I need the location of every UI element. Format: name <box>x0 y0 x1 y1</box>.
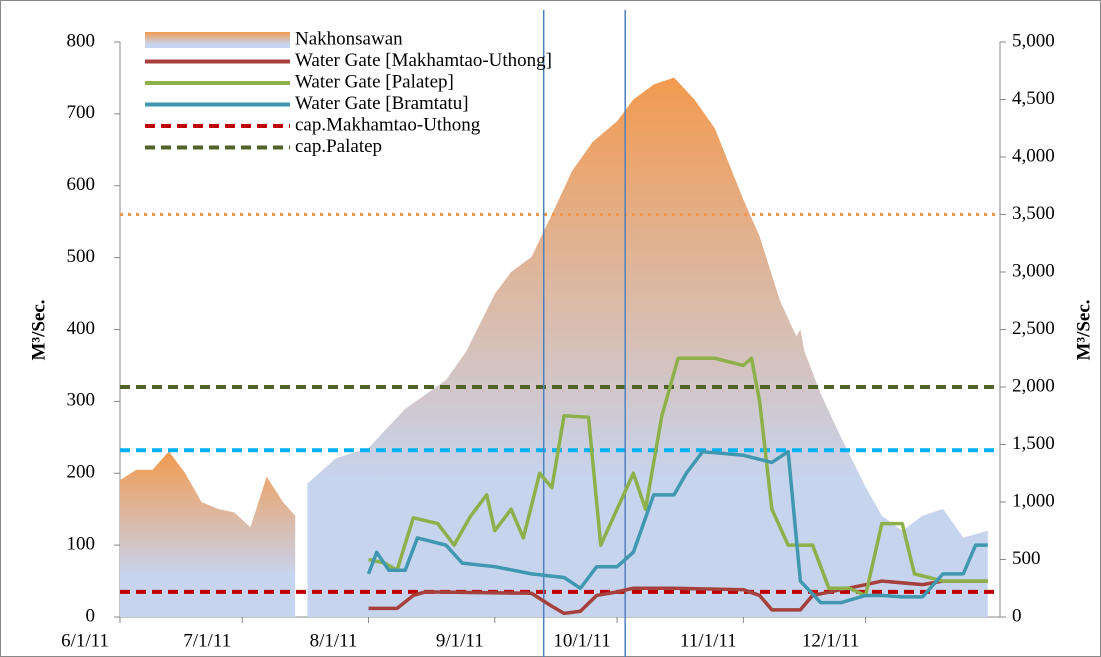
x-tick-label: 6/1/11 <box>61 630 109 651</box>
x-tick-label: 8/1/11 <box>310 630 358 651</box>
y2-tick-label: 1,000 <box>1012 490 1055 511</box>
legend-label: cap.Makhamtao-Uthong <box>295 114 481 135</box>
y2-axis-label: M³/Sec. <box>1073 299 1094 360</box>
legend-label: Water Gate [Bramtatu] <box>295 93 469 114</box>
line <box>368 579 988 616</box>
y2-tick-label: 0 <box>1012 605 1022 626</box>
area <box>307 77 988 617</box>
x-tick-label: 12/1/11 <box>802 630 859 651</box>
y-axis-label: M³/Sec. <box>28 299 49 360</box>
y2-tick-label: 2,500 <box>1012 318 1055 339</box>
x-tick-label: 10/1/11 <box>553 630 610 651</box>
y2-tick-label: 3,000 <box>1012 260 1055 281</box>
legend-label: Nakhonsawan <box>295 28 403 49</box>
y-tick-label: 800 <box>67 30 96 51</box>
area <box>120 451 296 617</box>
x-tick-label: 11/1/11 <box>680 630 737 651</box>
y-tick-label: 600 <box>67 174 96 195</box>
x-tick-label: 7/1/11 <box>183 630 231 651</box>
legend-label: Water Gate [Palatep] <box>295 71 454 92</box>
y-tick-label: 300 <box>67 390 96 411</box>
y2-tick-label: 4,500 <box>1012 88 1055 109</box>
line <box>368 356 988 598</box>
x-tick-label: 9/1/11 <box>436 630 484 651</box>
y-tick-label: 100 <box>67 533 96 554</box>
y2-tick-label: 4,000 <box>1012 145 1055 166</box>
y2-tick-label: 5,000 <box>1012 30 1055 51</box>
y-tick-label: 500 <box>67 246 96 267</box>
y2-tick-label: 3,500 <box>1012 203 1055 224</box>
legend-swatch <box>145 32 290 48</box>
y-tick-label: 0 <box>86 605 96 626</box>
y-tick-label: 400 <box>67 318 96 339</box>
y2-tick-label: 500 <box>1012 548 1041 569</box>
y2-tick-label: 1,500 <box>1012 433 1055 454</box>
legend-label: cap.Palatep <box>295 136 382 157</box>
y2-tick-label: 2,000 <box>1012 375 1055 396</box>
y-tick-label: 700 <box>67 102 96 123</box>
legend-label: Water Gate [Makhamtao-Uthong] <box>295 50 552 71</box>
y-tick-label: 200 <box>67 462 96 483</box>
line <box>366 449 988 605</box>
